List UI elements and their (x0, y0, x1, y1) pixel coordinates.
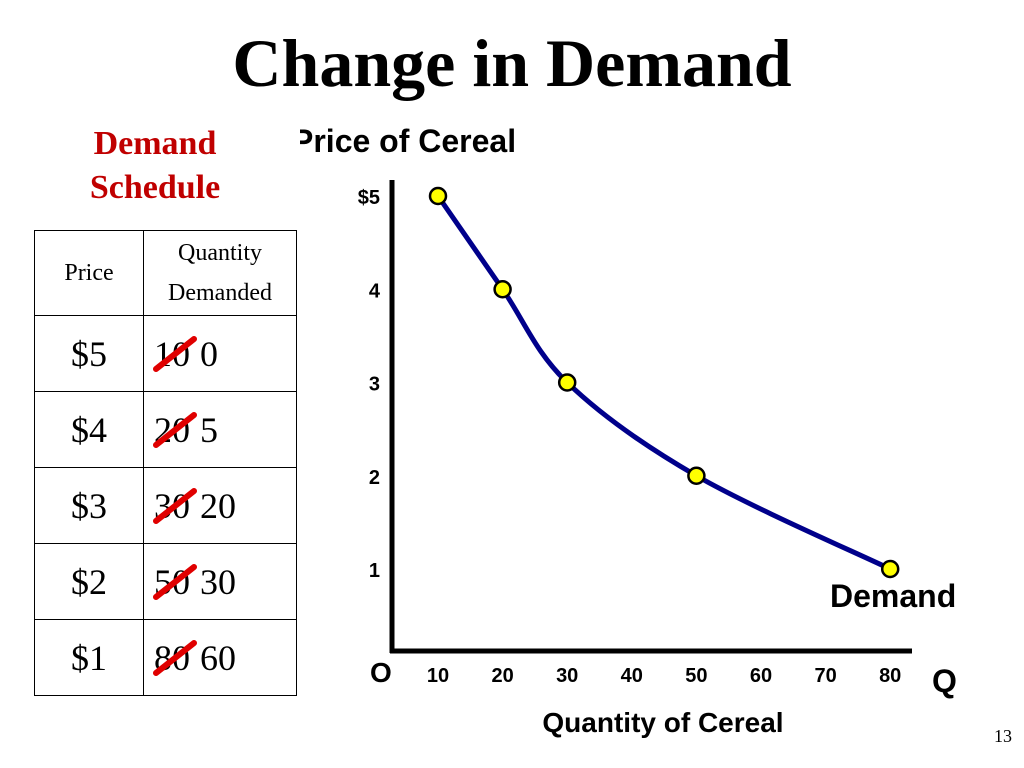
new-quantity: 30 (200, 561, 236, 602)
y-tick-labels: $5 4 3 2 1 (358, 187, 381, 582)
old-quantity: 80 (153, 637, 197, 679)
table-row: $3 30 20 (34, 467, 297, 544)
price-cell: $3 (34, 467, 144, 544)
table-header-row: Price Quantity Demanded (34, 230, 297, 316)
x-axis-symbol: Q (932, 663, 957, 699)
x-tick-label: 70 (814, 665, 836, 687)
quantity-cell: 80 60 (143, 619, 297, 696)
price-cell: $1 (34, 619, 144, 696)
x-tick-label: 40 (621, 665, 643, 687)
data-point (428, 186, 448, 206)
slide-title: Change in Demand (232, 25, 792, 101)
table-row: $4 20 5 (34, 391, 297, 468)
price-cell: $4 (34, 391, 144, 468)
x-tick-labels: 10 20 30 40 50 60 70 80 (427, 665, 901, 687)
y-tick-label: 1 (369, 560, 380, 582)
old-quantity-value: 10 (154, 333, 190, 374)
data-point (880, 559, 900, 579)
x-tick-label: 60 (750, 665, 772, 687)
old-quantity: 20 (153, 409, 197, 451)
schedule-heading-line1: Demand (93, 125, 217, 162)
origin-label: O (370, 657, 392, 688)
quantity-cell: 20 5 (143, 391, 297, 468)
y-tick-label: 2 (369, 467, 380, 489)
y-tick-label: 3 (369, 374, 380, 396)
price-cell: $5 (34, 315, 144, 392)
quantity-header-line2: Demanded (168, 280, 272, 306)
schedule-heading-line2: Schedule (89, 169, 221, 206)
series-label-demand: Demand (830, 578, 956, 614)
new-quantity: 5 (200, 409, 218, 450)
old-quantity-value: 80 (154, 637, 190, 678)
table-row: $1 80 60 (34, 619, 297, 696)
table-row: $5 10 0 (34, 315, 297, 392)
old-quantity-value: 20 (154, 409, 190, 450)
quantity-cell: 30 20 (143, 467, 297, 544)
quantity-cell: 50 30 (143, 543, 297, 620)
data-point (557, 373, 577, 392)
y-tick-label: $5 (358, 187, 380, 209)
table-row: $2 50 30 (34, 543, 297, 620)
slide-number: 13 (994, 726, 1012, 746)
old-quantity: 50 (153, 561, 197, 603)
data-points (428, 186, 900, 579)
data-point (493, 280, 512, 299)
schedule-heading: Demand Schedule (30, 122, 280, 210)
data-point (687, 466, 706, 485)
old-quantity-value: 50 (154, 561, 190, 602)
y-tick-label: 4 (369, 280, 381, 302)
demand-schedule-table: Price Quantity Demanded $5 10 0 $4 20 5 $3… (34, 230, 297, 696)
x-tick-label: 80 (879, 665, 901, 687)
x-axis-title: Quantity of Cereal (542, 707, 783, 738)
old-quantity: 10 (153, 333, 197, 375)
price-cell: $2 (34, 543, 144, 620)
price-column-header: Price (34, 230, 144, 316)
x-tick-label: 10 (427, 665, 449, 687)
new-quantity: 0 (200, 333, 218, 374)
x-tick-label: 50 (685, 665, 707, 687)
old-quantity-value: 30 (154, 485, 190, 526)
quantity-cell: 10 0 (143, 315, 297, 392)
x-tick-label: 20 (491, 665, 513, 687)
new-quantity: 20 (200, 485, 236, 526)
new-quantity: 60 (200, 637, 236, 678)
chart-title: Price of Cereal (300, 123, 516, 159)
quantity-header-line1: Quantity (178, 240, 262, 266)
quantity-column-header: Quantity Demanded (143, 230, 297, 316)
x-tick-label: 30 (556, 665, 578, 687)
old-quantity: 30 (153, 485, 197, 527)
demand-curve (435, 194, 892, 572)
